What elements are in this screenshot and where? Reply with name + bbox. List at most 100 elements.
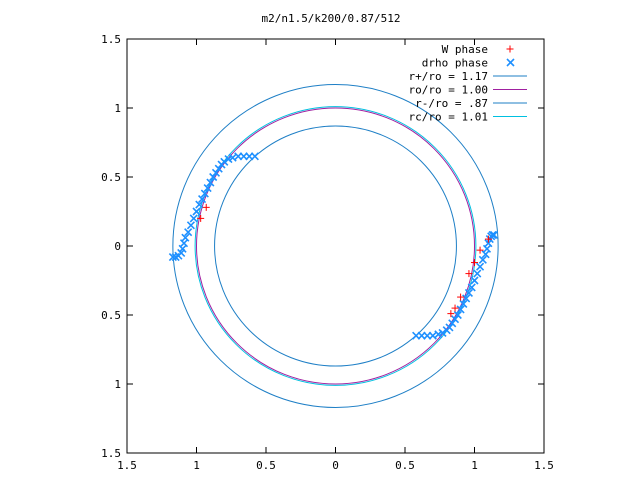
legend-marker — [506, 45, 514, 53]
w-phase-point — [457, 293, 465, 301]
drho-phase-point — [197, 195, 207, 204]
y-tick-label: 0 — [114, 240, 121, 253]
legend-label: W phase — [442, 43, 488, 56]
marker-stroke — [200, 189, 209, 198]
drho-phase-point — [206, 178, 215, 187]
marker-stroke — [179, 239, 189, 248]
drho-phase-point — [462, 294, 471, 303]
y-tick-label: 1.5 — [101, 447, 121, 460]
drho-phase-point — [220, 157, 229, 166]
drho-phase-point — [412, 331, 421, 340]
x-tick-label: 1 — [193, 459, 200, 472]
drho-phase-point — [478, 255, 487, 264]
marker-stroke — [464, 288, 474, 297]
legend-label: rc/ro = 1.01 — [409, 111, 488, 124]
w-phase-point — [197, 214, 205, 222]
drho-phase-point — [448, 319, 457, 328]
marker-stroke — [209, 172, 218, 182]
marker-stroke — [448, 319, 457, 328]
w-phase-point — [484, 235, 492, 243]
marker-stroke — [412, 331, 421, 340]
marker-stroke — [211, 168, 221, 177]
data-points — [168, 152, 499, 340]
reference-circles — [172, 84, 499, 408]
drho-phase-point — [186, 221, 196, 230]
marker-stroke — [181, 233, 190, 242]
drho-phase-point — [450, 315, 460, 324]
marker-stroke — [186, 221, 196, 230]
axis-ticks: 1.5 1 0.5 0 0.5 1 1.51.510.500.511.5 — [101, 33, 554, 472]
drho-phase-point — [459, 299, 468, 309]
drho-phase-point — [214, 164, 223, 173]
x-tick-label: 0.5 — [395, 459, 415, 472]
marker-stroke — [473, 269, 482, 278]
marker-stroke — [434, 330, 443, 339]
marker-stroke — [178, 244, 187, 253]
marker-stroke — [453, 310, 462, 320]
w-phase-point — [447, 310, 455, 318]
marker-stroke — [220, 157, 229, 166]
marker-stroke — [228, 153, 237, 162]
marker-stroke — [197, 195, 207, 204]
drho-phase-point — [209, 172, 218, 182]
legend-label: r+/ro = 1.17 — [409, 70, 488, 83]
reference-circle — [214, 125, 457, 367]
x-tick-label: 1.5 — [534, 459, 554, 472]
marker-stroke — [195, 200, 204, 209]
legend-label: ro/ro = 1.00 — [409, 84, 488, 97]
w-phase-point — [476, 246, 484, 254]
legend-marker — [506, 58, 515, 67]
drho-phase-point — [442, 326, 451, 335]
marker-stroke — [250, 152, 259, 161]
drho-phase-point — [189, 214, 198, 223]
drho-phase-point — [473, 269, 482, 278]
marker-stroke — [206, 178, 215, 187]
w-phase-point — [202, 203, 210, 211]
marker-stroke — [192, 207, 201, 216]
x-tick-label: 0.5 — [256, 459, 276, 472]
x-tick-label: 0 — [332, 459, 339, 472]
drho-phase-point — [181, 233, 190, 242]
drho-phase-point — [250, 152, 259, 161]
y-tick-label: 0.5 — [101, 171, 121, 184]
marker-stroke — [478, 255, 487, 264]
marker-stroke — [467, 283, 476, 292]
marker-stroke — [214, 164, 223, 173]
y-tick-label: 1 — [114, 378, 121, 391]
drho-phase-point — [470, 276, 479, 285]
marker-stroke — [484, 239, 493, 248]
y-tick-label: 0.5 — [101, 309, 121, 322]
reference-circle — [196, 107, 475, 385]
marker-stroke — [481, 250, 490, 259]
x-tick-label: 1.5 — [117, 459, 137, 472]
marker-stroke — [456, 305, 465, 314]
reference-circle — [194, 106, 477, 386]
drho-phase-point — [200, 189, 209, 198]
w-phase-point — [465, 270, 473, 278]
marker-stroke — [470, 276, 479, 285]
drho-phase-point — [456, 305, 465, 314]
y-tick-label: 1 — [114, 102, 121, 115]
w-phase-point — [471, 259, 478, 267]
drho-phase-point — [467, 283, 476, 292]
x-tick-label: 1 — [471, 459, 478, 472]
drho-phase-point — [184, 228, 193, 237]
reference-circle — [172, 84, 499, 408]
drho-phase-point — [475, 262, 485, 271]
drho-phase-point — [203, 183, 212, 193]
legend-label: r-/ro = .87 — [415, 97, 488, 110]
drho-phase-point — [211, 168, 221, 177]
marker-stroke — [189, 214, 198, 223]
drho-phase-point — [453, 310, 462, 320]
marker-stroke — [168, 252, 177, 262]
marker-stroke — [184, 228, 193, 237]
legend-label: drho phase — [422, 57, 488, 70]
marker-stroke — [482, 244, 492, 253]
marker-stroke — [203, 183, 212, 193]
drho-phase-point — [481, 250, 490, 259]
y-tick-label: 1.5 — [101, 33, 121, 46]
marker-stroke — [475, 262, 485, 271]
drho-phase-point — [464, 288, 474, 297]
